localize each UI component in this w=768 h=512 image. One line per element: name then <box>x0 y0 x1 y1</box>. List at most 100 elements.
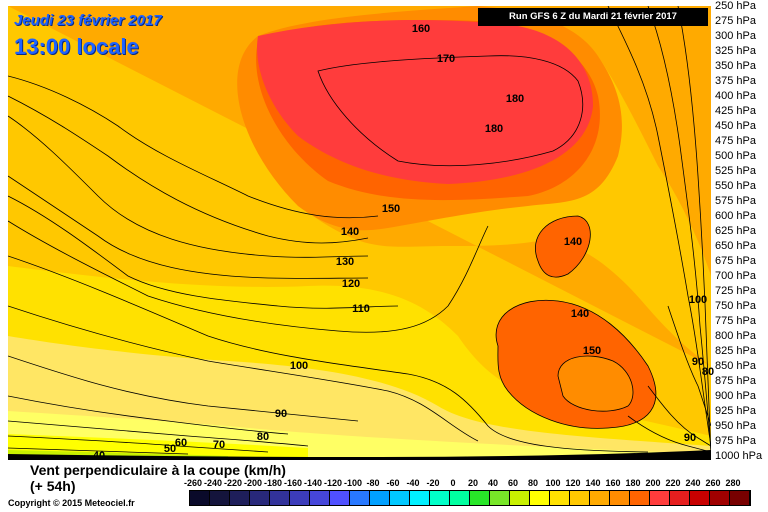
pressure-tick: 750 hPa <box>715 300 756 312</box>
contour-label: 90 <box>274 408 288 420</box>
pressure-tick: 400 hPa <box>715 90 756 102</box>
pressure-tick: 350 hPa <box>715 60 756 72</box>
scale-label: 0 <box>450 478 456 488</box>
pressure-tick: 725 hPa <box>715 285 756 297</box>
plot-area <box>8 6 711 460</box>
scale-swatch <box>670 491 690 505</box>
scale-swatch <box>430 491 450 505</box>
contour-label: 180 <box>505 93 525 105</box>
scale-label: 60 <box>507 478 519 488</box>
pressure-tick: 600 hPa <box>715 210 756 222</box>
contour-label: 160 <box>411 23 431 35</box>
color-scale-labels: -260 -240 -220 -200 -180 -160 -140 -120 -100 -80-… <box>184 478 749 490</box>
scale-label: -220 <box>223 478 243 488</box>
scale-swatch <box>610 491 630 505</box>
scale-swatch <box>530 491 550 505</box>
contour-label: 100 <box>688 294 708 306</box>
pressure-tick: 875 hPa <box>715 375 756 387</box>
color-scale-bar <box>189 490 751 506</box>
scale-swatch <box>330 491 350 505</box>
contour-label: 90 <box>691 356 705 368</box>
scale-label: 40 <box>487 478 499 488</box>
scale-label: 160 <box>605 478 621 488</box>
scale-label: -240 <box>203 478 223 488</box>
pressure-axis: 250 hPa 275 hPa 300 hPa 325 hPa 350 hPa … <box>713 0 768 462</box>
scale-swatch <box>510 491 530 505</box>
scale-swatch <box>190 491 210 505</box>
contour-label: 110 <box>352 303 370 315</box>
pressure-tick: 850 hPa <box>715 360 756 372</box>
pressure-tick: 500 hPa <box>715 150 756 162</box>
scale-swatch <box>410 491 430 505</box>
pressure-tick: 825 hPa <box>715 345 756 357</box>
scale-label: 100 <box>545 478 561 488</box>
contour-label: 70 <box>212 439 226 451</box>
forecast-time: 13:00 locale <box>14 34 139 59</box>
scale-label: -180 <box>263 478 283 488</box>
scale-label: -100 <box>343 478 363 488</box>
scale-label: 20 <box>467 478 479 488</box>
scale-label: -200 <box>243 478 263 488</box>
contour-label: 140 <box>563 236 583 248</box>
pressure-tick: 550 hPa <box>715 180 756 192</box>
pressure-tick: 900 hPa <box>715 390 756 402</box>
pressure-tick: 800 hPa <box>715 330 756 342</box>
scale-label: -60 <box>386 478 400 488</box>
scale-label: -120 <box>323 478 343 488</box>
contour-label: 100 <box>289 360 309 372</box>
contour-label: 130 <box>335 256 355 268</box>
scale-label: -140 <box>303 478 323 488</box>
scale-swatch <box>490 491 510 505</box>
scale-label: -20 <box>426 478 440 488</box>
contour-lines <box>8 6 711 457</box>
contour-label: 180 <box>484 123 504 135</box>
scale-label: 80 <box>527 478 539 488</box>
scale-swatch <box>710 491 730 505</box>
pressure-tick: 575 hPa <box>715 195 756 207</box>
scale-swatch <box>470 491 490 505</box>
scale-swatch <box>210 491 230 505</box>
contour-label: 80 <box>701 366 715 378</box>
scale-swatch <box>630 491 650 505</box>
scale-label: 120 <box>565 478 581 488</box>
chart-caption: Vent perpendiculaire à la coupe (km/h) (… <box>30 462 286 494</box>
lobe-140 <box>535 215 591 278</box>
pressure-tick: 450 hPa <box>715 120 756 132</box>
scale-swatch <box>350 491 370 505</box>
caption-line2: (+ 54h) <box>30 478 76 494</box>
contour-label: 140 <box>340 226 360 238</box>
pressure-tick: 975 hPa <box>715 435 756 447</box>
pressure-tick: 475 hPa <box>715 135 756 147</box>
scale-label: 280 <box>725 478 741 488</box>
scale-swatch <box>310 491 330 505</box>
scale-swatch <box>390 491 410 505</box>
scale-swatch <box>450 491 470 505</box>
scale-swatch <box>290 491 310 505</box>
contour-label: 140 <box>570 308 590 320</box>
scale-swatch <box>550 491 570 505</box>
scale-label: -80 <box>366 478 380 488</box>
scale-label: 220 <box>665 478 681 488</box>
contour-label: 150 <box>381 203 401 215</box>
scale-label: 140 <box>585 478 601 488</box>
caption-line1: Vent perpendiculaire à la coupe (km/h) <box>30 462 286 478</box>
pressure-tick: 700 hPa <box>715 270 756 282</box>
scale-swatch <box>230 491 250 505</box>
lobe-lower-150 <box>557 355 634 412</box>
pressure-tick: 425 hPa <box>715 105 756 117</box>
scale-swatch <box>590 491 610 505</box>
pressure-tick: 650 hPa <box>715 240 756 252</box>
forecast-date: Jeudi 23 février 2017 <box>14 12 162 29</box>
pressure-tick: 325 hPa <box>715 45 756 57</box>
pressure-tick: 300 hPa <box>715 30 756 42</box>
scale-swatch <box>690 491 710 505</box>
contour-label: 120 <box>341 278 361 290</box>
ground <box>8 450 711 460</box>
contour-label: 50 <box>163 443 177 455</box>
scale-swatch <box>370 491 390 505</box>
scale-swatch <box>730 491 750 505</box>
band-180 <box>317 55 584 167</box>
scale-swatch <box>570 491 590 505</box>
contour-label: 170 <box>436 53 456 65</box>
scale-label: 200 <box>645 478 661 488</box>
